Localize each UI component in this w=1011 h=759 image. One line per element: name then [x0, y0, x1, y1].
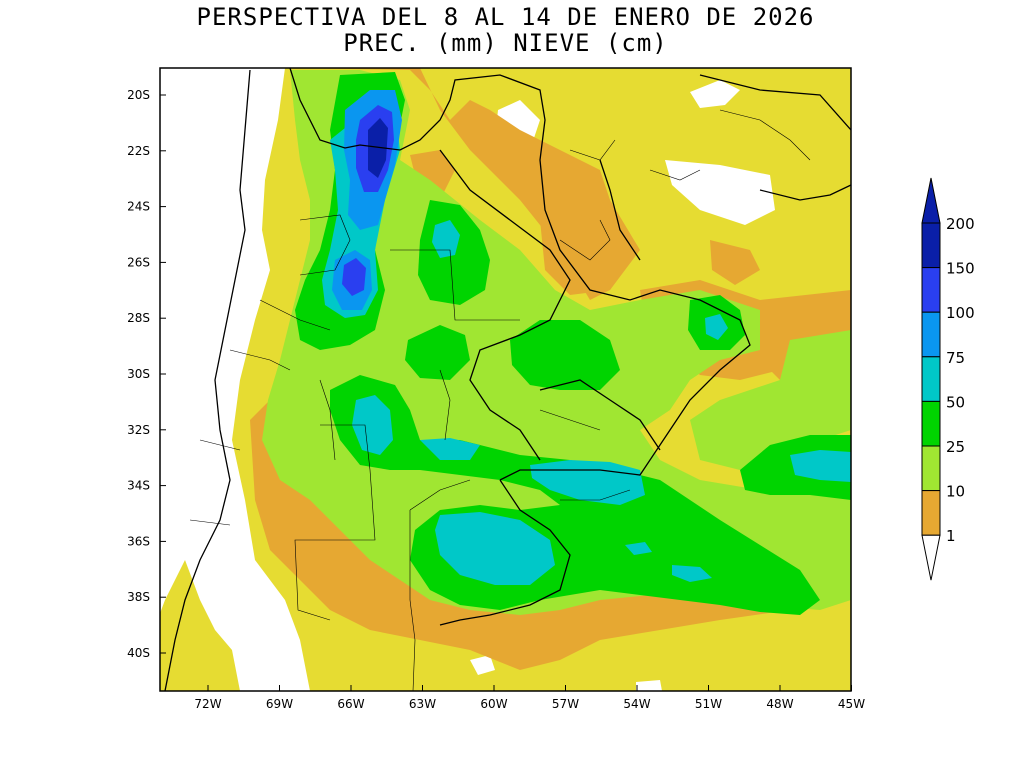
legend-label: 150 — [946, 260, 975, 278]
legend-label: 1 — [946, 527, 956, 545]
lon-tick-label: 60W — [480, 697, 507, 711]
lat-tick-label: 30S — [127, 367, 150, 381]
country-borders — [164, 68, 851, 691]
lat-tick-label: 36S — [127, 534, 150, 548]
lat-tick-label: 28S — [127, 311, 150, 325]
legend-swatch — [921, 356, 941, 402]
lat-tick-label: 26S — [127, 255, 150, 269]
color-legend: 200 150 100 75 50 25 10 1 — [921, 177, 975, 581]
lat-tick-label: 20S — [127, 88, 150, 102]
legend-label: 75 — [946, 349, 965, 367]
lon-tick-label: 72W — [194, 697, 221, 711]
legend-label: 10 — [946, 483, 965, 501]
lat-tick-label: 40S — [127, 646, 150, 660]
map-subtitle: PREC. (mm) NIEVE (cm) — [343, 29, 668, 57]
lon-tick-label: 66W — [337, 697, 364, 711]
province-borders — [189, 109, 811, 691]
legend-swatch — [921, 490, 941, 536]
legend-label: 50 — [946, 393, 965, 411]
map-title: PERSPECTIVA DEL 8 AL 14 DE ENERO DE 2026 — [196, 3, 815, 31]
lon-tick-label: 51W — [695, 697, 722, 711]
field-200mm — [368, 118, 388, 178]
legend-swatch — [921, 400, 941, 447]
lon-tick-label: 63W — [409, 697, 436, 711]
legend-swatch — [921, 311, 941, 358]
lat-tick-label: 38S — [127, 590, 150, 604]
legend-top-arrow — [921, 177, 941, 224]
lat-tick-label: 34S — [127, 479, 150, 493]
longitude-axis: 72W 69W 66W 63W 60W 57W 54W 51W 48W 45W — [194, 685, 865, 711]
legend-label: 200 — [946, 215, 975, 233]
lon-tick-label: 57W — [552, 697, 579, 711]
legend-label: 25 — [946, 438, 965, 456]
lon-tick-label: 54W — [623, 697, 650, 711]
legend-swatch — [921, 267, 941, 313]
legend-bottom-arrow — [921, 534, 941, 581]
latitude-axis: 20S 22S 24S 26S 28S 30S 32S 34S 36S 38S 40S — [127, 88, 166, 660]
lon-tick-label: 48W — [766, 697, 793, 711]
lat-tick-label: 24S — [127, 200, 150, 214]
legend-swatch — [921, 445, 941, 492]
legend-swatch — [921, 222, 941, 269]
lat-tick-label: 22S — [127, 144, 150, 158]
lon-tick-label: 45W — [838, 697, 865, 711]
map-frame — [159, 67, 852, 692]
lat-tick-label: 32S — [127, 423, 150, 437]
legend-label: 100 — [946, 304, 975, 322]
map-field — [160, 68, 851, 691]
lon-tick-label: 69W — [266, 697, 293, 711]
